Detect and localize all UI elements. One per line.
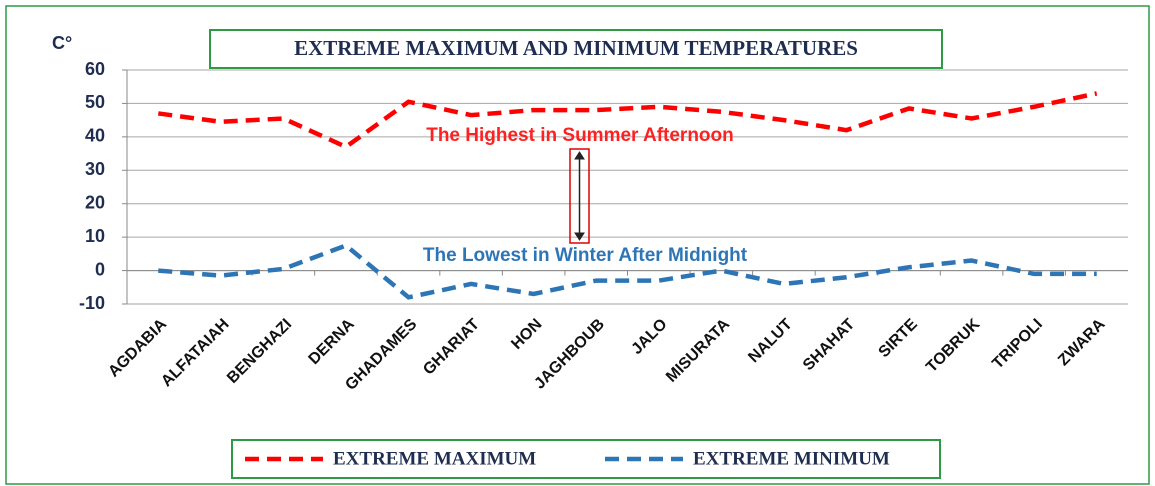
x-tick-label: ALFATAIAH <box>158 316 232 390</box>
line-series <box>158 242 1097 300</box>
y-tick-label: 0 <box>95 259 105 279</box>
annotation: The Highest in Summer Afternoon <box>426 125 734 146</box>
y-tick-label: 40 <box>85 126 105 146</box>
legend-box <box>231 439 941 479</box>
y-tick-label: 10 <box>85 226 105 246</box>
chart-title: EXTREME MAXIMUM AND MINIMUM TEMPERATURES <box>294 36 858 60</box>
title-box <box>209 29 943 69</box>
legend: EXTREME MAXIMUM EXTREME MINIMUM <box>245 448 890 469</box>
y-tick-label: 30 <box>85 159 105 179</box>
y-tick-label: -10 <box>79 293 105 313</box>
x-tick-label: BENGHAZI <box>224 316 295 387</box>
x-tick-label: GHARIAT <box>420 316 483 379</box>
x-tick-label: MISURATA <box>663 315 733 385</box>
arrow-box <box>569 148 590 244</box>
legend-label: EXTREME MAXIMUM <box>333 448 536 469</box>
x-tick-label: AGDABIA <box>105 315 170 380</box>
legend-label: EXTREME MINIMUM <box>693 448 890 469</box>
x-tick-label: SIRTE <box>875 316 921 362</box>
y-axis-label: C° <box>52 33 72 53</box>
x-tick-label: DERNA <box>306 315 359 368</box>
x-tick-label: SHAHAT <box>800 316 858 374</box>
x-tick-label: JALO <box>628 316 670 358</box>
x-tick-label: NALUT <box>745 316 796 367</box>
annotation: The Lowest in Winter After Midnight <box>423 245 748 266</box>
x-tick-label: HON <box>508 316 545 353</box>
double-arrow <box>574 151 585 241</box>
y-tick-label: 20 <box>85 192 105 212</box>
x-tick-label: TRIPOLI <box>989 316 1046 373</box>
x-tick-label: TOBRUK <box>923 315 984 376</box>
plot: -10 0 10 20 30 40 50 60 AGDABIAALFATAIAHBENGHAZI… <box>79 59 1128 394</box>
line-series <box>157 91 1098 150</box>
frame <box>5 5 1150 485</box>
x-tick-label: ZWARA <box>1055 315 1109 369</box>
y-tick-label: 50 <box>85 92 105 112</box>
y-tick-label: 60 <box>85 59 105 79</box>
